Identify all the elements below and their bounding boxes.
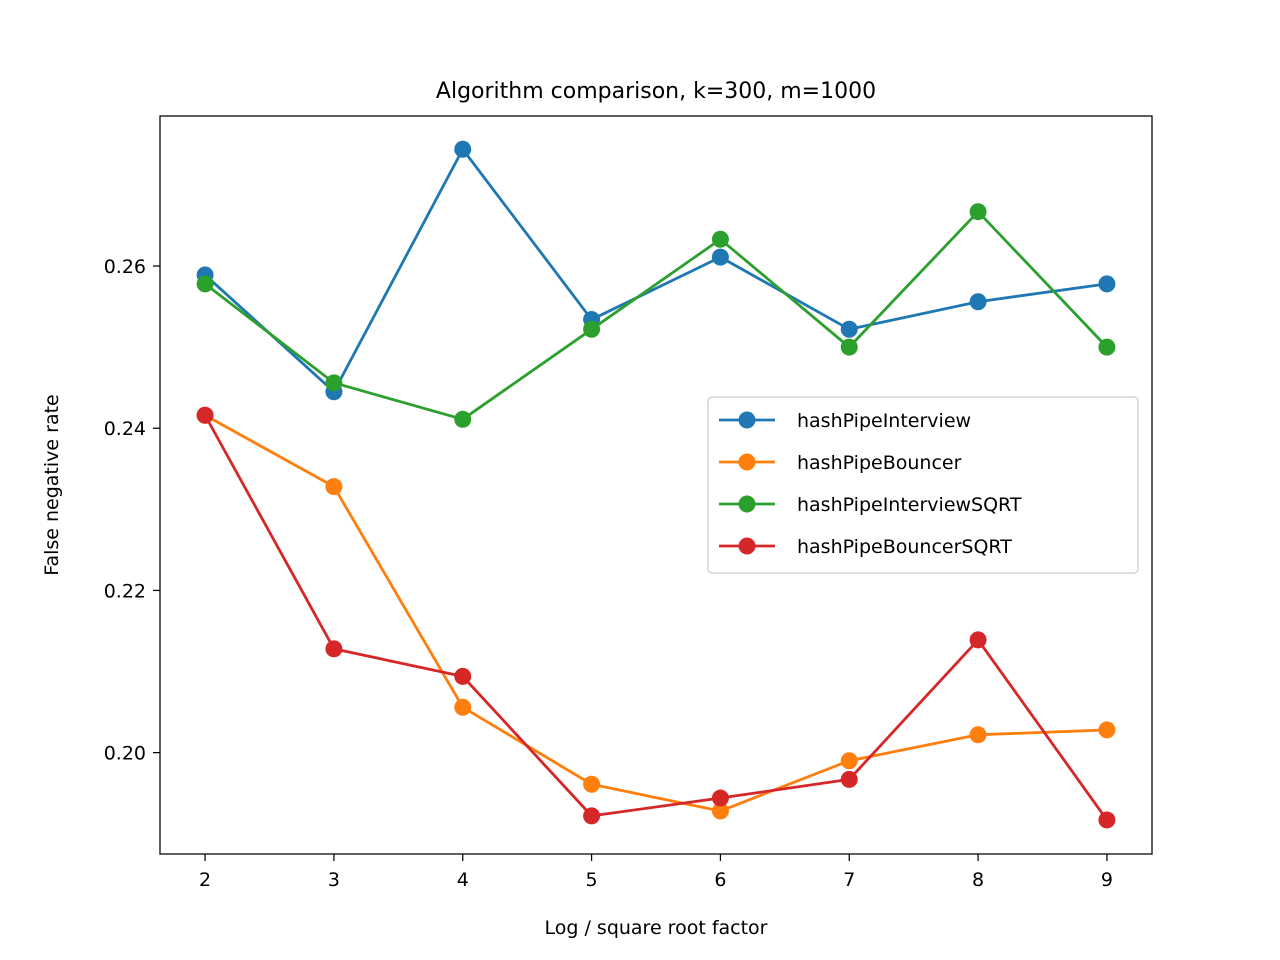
series-line xyxy=(204,414,1107,813)
data-point xyxy=(454,698,472,716)
series-hashPipeInterview xyxy=(196,140,1116,401)
data-point xyxy=(840,320,858,338)
x-axis: 2 3 4 5 6 7 8 9 xyxy=(199,854,1113,891)
data-point xyxy=(711,248,729,266)
data-point xyxy=(840,338,858,356)
legend-label: hashPipeInterview xyxy=(797,410,971,432)
data-point xyxy=(583,320,601,338)
data-point xyxy=(196,406,214,424)
x-tick-label: 9 xyxy=(1101,869,1113,891)
y-tick-label: 0.20 xyxy=(104,743,146,765)
data-point xyxy=(325,374,343,392)
x-axis-label: Log / square root factor xyxy=(545,917,768,939)
data-point xyxy=(454,140,472,158)
data-point xyxy=(711,802,729,820)
data-point xyxy=(196,275,214,293)
legend-marker xyxy=(738,537,756,555)
data-point xyxy=(969,293,987,311)
series-line xyxy=(204,147,1108,394)
y-tick-label: 0.24 xyxy=(104,418,146,440)
x-tick-label: 7 xyxy=(843,869,855,891)
x-tick-label: 2 xyxy=(199,869,211,891)
y-axis-label: False negative rate xyxy=(41,394,63,575)
data-point xyxy=(711,789,729,807)
y-axis: 0.20 0.22 0.24 0.26 xyxy=(104,256,160,765)
data-point xyxy=(1098,721,1116,739)
legend-label: hashPipeInterviewSQRT xyxy=(797,494,1022,516)
data-point xyxy=(969,726,987,744)
data-point xyxy=(454,667,472,685)
data-point xyxy=(325,478,343,496)
legend-marker xyxy=(738,453,756,471)
data-point xyxy=(454,410,472,428)
series-line xyxy=(204,210,1108,421)
x-tick-label: 5 xyxy=(586,869,598,891)
data-point xyxy=(325,640,343,658)
y-tick-label: 0.26 xyxy=(104,256,146,278)
data-point xyxy=(969,631,987,649)
legend-marker xyxy=(738,495,756,513)
legend: hashPipeInterview hashPipeBouncer hashPipe… xyxy=(707,396,1139,574)
legend-label: hashPipeBouncerSQRT xyxy=(797,536,1012,558)
series-layer xyxy=(196,140,1116,829)
data-point xyxy=(840,770,858,788)
plot-frame xyxy=(159,115,1153,855)
chart-title: Algorithm comparison, k=300, m=1000 xyxy=(436,79,876,104)
data-point xyxy=(711,230,729,248)
data-point xyxy=(1098,811,1116,829)
data-point xyxy=(583,775,601,793)
data-point xyxy=(583,807,601,825)
data-point xyxy=(1098,338,1116,356)
data-point xyxy=(969,203,987,221)
series-line xyxy=(203,414,1109,821)
legend-marker xyxy=(738,411,756,429)
x-tick-label: 3 xyxy=(328,869,340,891)
series-hashPipeBouncerSQRT xyxy=(196,406,1116,829)
y-tick-label: 0.22 xyxy=(104,580,146,602)
x-tick-label: 4 xyxy=(457,869,469,891)
x-tick-label: 6 xyxy=(714,869,726,891)
data-point xyxy=(1098,275,1116,293)
data-point xyxy=(840,752,858,770)
legend-label: hashPipeBouncer xyxy=(797,452,962,474)
x-tick-label: 8 xyxy=(972,869,984,891)
series-hashPipeInterviewSQRT xyxy=(196,203,1116,428)
legend-box xyxy=(707,396,1139,574)
